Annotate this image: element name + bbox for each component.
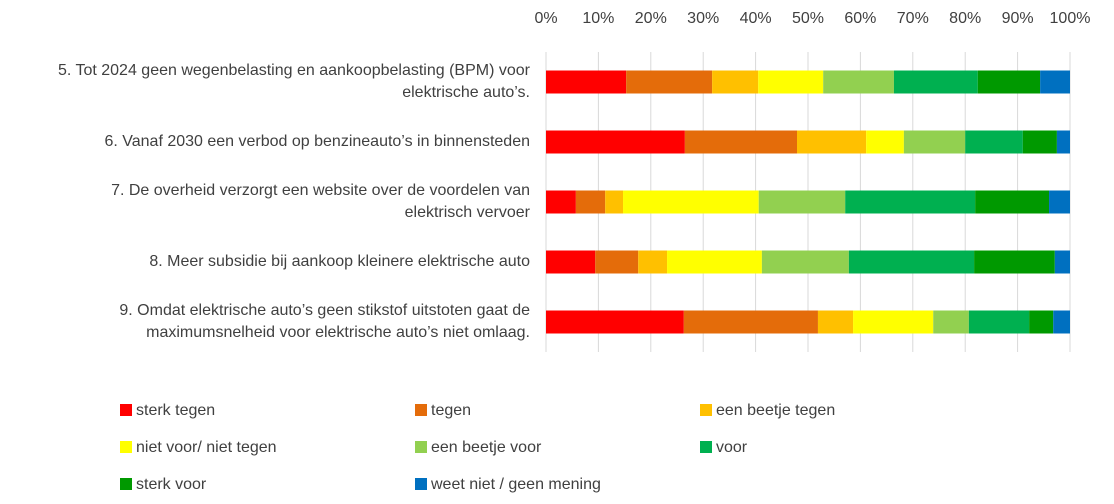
bar-segment [546, 70, 627, 94]
bar-segment [968, 310, 1030, 334]
x-tick-label: 100% [1050, 10, 1091, 27]
category-label: 6. Vanaf 2030 een verbod op benzineauto’… [104, 133, 530, 150]
x-tick-label: 40% [740, 10, 772, 27]
bar-segment [546, 250, 596, 274]
bar-segment [546, 190, 576, 214]
bar-segment [817, 310, 854, 334]
legend-swatch [700, 404, 712, 416]
bar-segment [605, 190, 624, 214]
x-tick-label: 0% [534, 10, 557, 27]
bar-segment [893, 70, 978, 94]
x-tick-label: 90% [1002, 10, 1034, 27]
legend-swatch [415, 478, 427, 490]
category-label: 9. Omdat elektrische auto’s geen stiksto… [119, 302, 530, 341]
legend-label: sterk tegen [136, 402, 215, 419]
legend-swatch [700, 441, 712, 453]
x-tick-label: 80% [949, 10, 981, 27]
bar-segment [638, 250, 668, 274]
bar-segment [965, 130, 1023, 154]
legend-label: een beetje voor [431, 439, 542, 456]
legend-label: sterk voor [136, 476, 207, 493]
bar-segment [546, 130, 685, 154]
bar-segment [1053, 310, 1070, 334]
bar-segment [903, 130, 966, 154]
legend-label: niet voor/ niet tegen [136, 439, 277, 456]
bar-segment [1040, 70, 1070, 94]
legend-swatch [415, 404, 427, 416]
bar-segment [758, 190, 846, 214]
x-tick-label: 20% [635, 10, 667, 27]
bar-segment [796, 130, 867, 154]
bar-segment [1056, 130, 1070, 154]
bar-segment [933, 310, 969, 334]
bar-segment [758, 70, 824, 94]
legend-label: weet niet / geen mening [430, 476, 601, 493]
bar-segment [866, 130, 904, 154]
category-label: 7. De overheid verzorgt een website over… [111, 182, 530, 221]
legend-swatch [120, 478, 132, 490]
x-tick-label: 60% [844, 10, 876, 27]
bar-segment [845, 190, 976, 214]
legend-swatch [120, 404, 132, 416]
legend-label: voor [716, 439, 748, 456]
bar-segment [974, 250, 1055, 274]
x-tick-label: 70% [897, 10, 929, 27]
x-tick-label: 10% [582, 10, 614, 27]
bar-segment [684, 130, 797, 154]
bar-segment [575, 190, 606, 214]
legend-swatch [120, 441, 132, 453]
bar-segment [848, 250, 975, 274]
bar-segment [683, 310, 818, 334]
legend-label: een beetje tegen [716, 402, 835, 419]
bar-segment [1022, 130, 1057, 154]
bar-segment [712, 70, 759, 94]
bar-segment [1049, 190, 1070, 214]
category-label: 5. Tot 2024 geen wegenbelasting en aanko… [57, 62, 530, 101]
x-tick-label: 50% [792, 10, 824, 27]
bar-segment [595, 250, 639, 274]
bar-segment [853, 310, 934, 334]
bar-segment [667, 250, 762, 274]
legend-swatch [415, 441, 427, 453]
bar-segment [761, 250, 849, 274]
bar-segment [546, 310, 684, 334]
bar-segment [975, 190, 1050, 214]
bar-segment [1029, 310, 1054, 334]
bar-segment [1054, 250, 1070, 274]
bar-segment [623, 190, 759, 214]
legend-label: tegen [431, 402, 471, 419]
category-label: 8. Meer subsidie bij aankoop kleinere el… [149, 253, 530, 270]
bar-segment [977, 70, 1041, 94]
bar-segment [823, 70, 894, 94]
bar-segment [626, 70, 713, 94]
x-tick-label: 30% [687, 10, 719, 27]
